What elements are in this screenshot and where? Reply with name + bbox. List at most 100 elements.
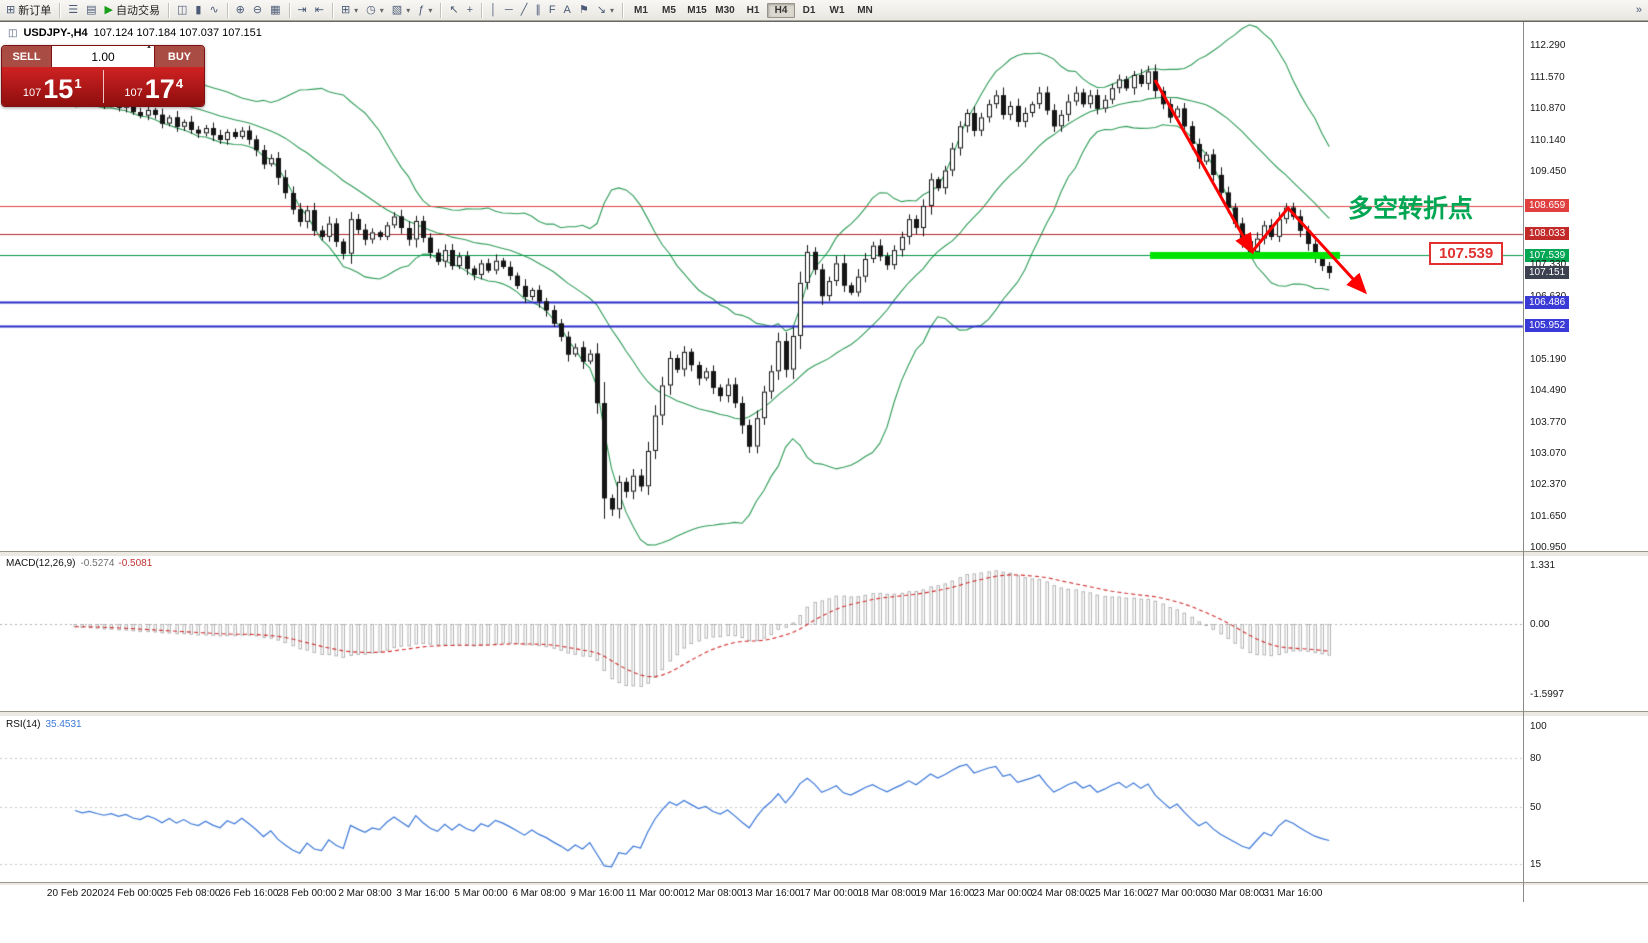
time-label: 24 Mar 08:00 xyxy=(1031,888,1091,899)
toolbar-separator xyxy=(167,2,169,18)
price-scale-label: 101.650 xyxy=(1530,510,1567,522)
timeframe-h1-button[interactable]: H1 xyxy=(746,4,760,16)
turning-point-annotation[interactable]: 多空转折点 xyxy=(1348,195,1474,223)
time-label: 28 Feb 00:00 xyxy=(277,888,337,899)
zoom-in-button[interactable]: ⊕ xyxy=(232,2,249,19)
time-label: 11 Mar 00:00 xyxy=(625,888,685,899)
volume-field[interactable]: 1.00 ▲ ▼ xyxy=(51,46,155,67)
buy-button[interactable]: BUY xyxy=(155,46,204,67)
zoom-out-icon: ⊖ xyxy=(252,3,263,16)
trendline-button[interactable]: ╱ xyxy=(517,2,532,19)
timeframe-mn-button[interactable]: MN xyxy=(857,4,873,16)
ask-price[interactable]: 107 17 4 xyxy=(124,74,184,104)
price-scale-label: 111.570 xyxy=(1530,72,1565,84)
data-window-button[interactable]: ▤ xyxy=(82,2,100,19)
price-scale-label: 103.070 xyxy=(1530,448,1567,460)
time-label: 31 Mar 16:00 xyxy=(1263,888,1323,899)
text-tool-button[interactable]: A xyxy=(560,2,575,19)
indicators-list-icon: ƒ xyxy=(418,3,425,16)
timeframe-m30-button[interactable]: M30 xyxy=(715,4,735,16)
indicators-list-button[interactable]: ƒ ▾ xyxy=(414,2,436,19)
chart-ohlc-values: 107.124 107.184 107.037 107.151 xyxy=(93,27,262,39)
line-chart-button[interactable]: ∿ xyxy=(205,2,222,19)
crosshair-button[interactable]: + xyxy=(463,2,477,19)
price-scale-label: 109.450 xyxy=(1530,165,1567,177)
bid-price[interactable]: 107 15 1 xyxy=(22,74,82,104)
autotrading-button[interactable]: ▶ 自动交易 xyxy=(101,2,164,19)
chart-region: ◫ USDJPY-,H4 107.124 107.184 107.037 107… xyxy=(0,21,1648,943)
rsi-axis-label: 50 xyxy=(1530,802,1542,813)
sell-button[interactable]: SELL xyxy=(2,46,51,67)
price-scale-label: 110.870 xyxy=(1530,103,1566,115)
market-watch-icon: ☰ xyxy=(68,3,79,16)
templates-button[interactable]: ▧ ▾ xyxy=(388,2,414,19)
text-tool-icon: A xyxy=(563,3,571,16)
new-order-button[interactable]: ⊞ 新订单 xyxy=(2,2,55,19)
price-tag-108.659: 108.659 xyxy=(1525,199,1570,213)
new-chart-button[interactable]: ⊞ ▾ xyxy=(337,2,362,19)
time-label: 18 Mar 08:00 xyxy=(857,888,917,899)
time-label: 5 Mar 00:00 xyxy=(454,888,508,899)
macd-rsi-splitter[interactable] xyxy=(0,711,1648,717)
periods-icon: ◷ xyxy=(366,3,376,16)
toolbar-separator xyxy=(226,2,228,18)
cursor-icon: ↖ xyxy=(449,3,459,16)
price-label-box[interactable]: 107.539 xyxy=(1429,242,1504,265)
chart-symbol-icon: ◫ xyxy=(8,27,18,39)
price-scale-label: 103.770 xyxy=(1530,417,1567,429)
one-click-trading-widget: SELL 1.00 ▲ ▼ BUY 107 15 1 107 17 4 xyxy=(1,45,205,107)
macd-axis-label: -1.5997 xyxy=(1530,689,1564,701)
timeframe-m15-button[interactable]: M15 xyxy=(687,4,707,16)
equidistant-channel-button[interactable]: ∥ xyxy=(531,2,545,19)
arrows-tool-icon: ↘ xyxy=(596,3,606,16)
arrows-tool-caret-icon: ▾ xyxy=(609,5,614,15)
text-label-button[interactable]: ⚑ xyxy=(575,2,593,19)
price-tag-107.539: 107.539 xyxy=(1525,248,1570,262)
tile-windows-button[interactable]: ▦ xyxy=(266,2,284,19)
candlestick-chart-icon: ▮ xyxy=(195,3,202,16)
toolbar: ⊞ 新订单 ☰ ▤ ▶ 自动交易 ◫ ▮ ∿ ⊕ ⊖ ▦ ⇥ ⇤ ⊞ ▾ ◷ ▾ ▧ ▾ ƒ ▾ ↖ + │ ─ ╱ ∥ F A ⚑ ↘ ▾ M1… xyxy=(0,0,1648,21)
chart-title: ◫ USDJPY-,H4 107.124 107.184 107.037 107… xyxy=(8,27,262,39)
timeframe-d1-button[interactable]: D1 xyxy=(802,4,816,16)
bid-ask-divider xyxy=(102,70,104,103)
time-label: 27 Mar 00:00 xyxy=(1147,888,1207,899)
periods-button[interactable]: ◷ ▾ xyxy=(362,2,388,19)
arrows-tool-button[interactable]: ↘ ▾ xyxy=(593,2,618,19)
timeframe-m1-button[interactable]: M1 xyxy=(634,4,648,16)
price-scale-label: 105.190 xyxy=(1530,354,1567,366)
rsi-axis-label: 80 xyxy=(1530,753,1542,765)
timeframe-h4-button[interactable]: H4 xyxy=(767,2,795,18)
chart-canvas[interactable] xyxy=(0,22,1648,943)
toolbar-overflow-icon: » xyxy=(1635,3,1642,16)
horizontal-line-button[interactable]: ─ xyxy=(501,2,517,19)
time-label: 20 Feb 2020 xyxy=(46,888,104,899)
timeframe-m5-button[interactable]: M5 xyxy=(662,4,676,16)
vertical-line-button[interactable]: │ xyxy=(486,2,501,19)
time-label: 26 Feb 16:00 xyxy=(219,888,279,899)
toolbar-overflow-button[interactable]: » xyxy=(1632,2,1646,19)
auto-scroll-button[interactable]: ⇥ xyxy=(294,2,311,19)
chart-shift-button[interactable]: ⇤ xyxy=(311,2,328,19)
price-scale-label: 100.950 xyxy=(1530,541,1567,553)
time-label: 9 Mar 16:00 xyxy=(570,888,624,899)
zoom-out-button[interactable]: ⊖ xyxy=(249,2,266,19)
main-macd-splitter[interactable] xyxy=(0,551,1648,557)
price-tag-106.486: 106.486 xyxy=(1525,295,1570,309)
macd-label: MACD(12,26,9) -0.5274 -0.5081 xyxy=(6,558,153,569)
time-label: 23 Mar 00:00 xyxy=(973,888,1033,899)
candlestick-chart-button[interactable]: ▮ xyxy=(191,2,205,19)
time-axis[interactable]: 20 Feb 2020 24 Feb 00:00 25 Feb 08:00 26 Fe… xyxy=(0,886,1523,902)
time-label: 30 Mar 08:00 xyxy=(1205,888,1265,899)
rsi-time-splitter[interactable] xyxy=(0,882,1648,886)
toolbar-separator xyxy=(331,2,333,18)
market-watch-button[interactable]: ☰ xyxy=(64,2,82,19)
fibonacci-button[interactable]: F xyxy=(545,2,560,19)
cursor-button[interactable]: ↖ xyxy=(445,2,462,19)
timeframe-w1-button[interactable]: W1 xyxy=(829,4,845,16)
tile-windows-icon: ▦ xyxy=(270,3,281,16)
time-label: 24 Feb 00:00 xyxy=(103,888,163,899)
price-tag-105.952: 105.952 xyxy=(1525,319,1570,333)
toolbar-separator xyxy=(288,2,290,18)
bar-chart-button[interactable]: ◫ xyxy=(173,2,191,19)
